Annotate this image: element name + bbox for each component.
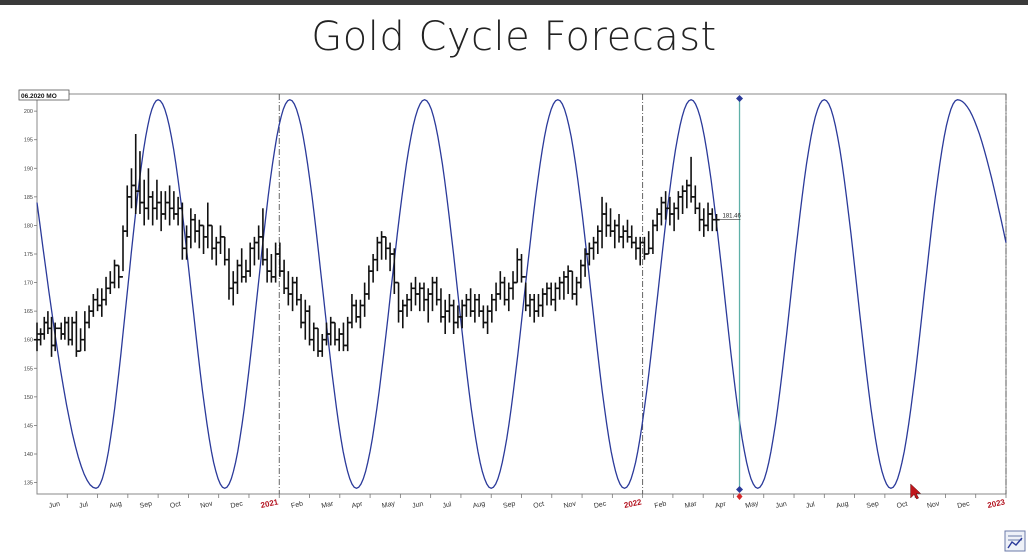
x-tick-label: Sep <box>866 500 880 509</box>
x-tick-label: May <box>745 500 760 510</box>
y-tick-label: 135 <box>24 481 33 487</box>
y-tick-label: 140 <box>24 452 33 458</box>
cycle-series <box>36 98 1007 490</box>
y-tick-label: 175 <box>24 252 33 258</box>
x-tick-label: Aug <box>109 500 123 509</box>
x-tick-label: Nov <box>926 500 940 510</box>
price-bar <box>33 322 41 352</box>
x-tick-label: Jun <box>775 501 788 510</box>
y-tick-label: 165 <box>24 309 33 315</box>
cycle-chart: 135 140 145 150 155 160 165 170 175 180 185 190 195 2… <box>17 88 1010 520</box>
cycle-line <box>36 98 1007 490</box>
y-axis: 135 140 145 150 155 160 165 170 175 180 185 190 195 2… <box>24 109 37 487</box>
y-tick-label: 190 <box>24 166 33 172</box>
chart-widget-icon[interactable] <box>1004 530 1026 552</box>
cursor-bottom-red-marker <box>736 493 743 500</box>
x-tick-label: Sep <box>139 500 153 509</box>
x-tick-label: Oct <box>169 501 181 510</box>
chart-background <box>17 88 1010 520</box>
y-tick-label: 200 <box>24 109 33 115</box>
x-tick-label: 2023 <box>987 497 1007 510</box>
x-tick-label: Jun <box>412 501 425 510</box>
cursor-line[interactable] <box>736 95 744 500</box>
x-tick-label: Oct <box>896 501 908 510</box>
y-tick-label: 160 <box>24 338 33 344</box>
x-tick-label: Nov <box>563 500 577 510</box>
x-tick-label: Feb <box>290 501 303 510</box>
chart-labels: 06.2020 MO 181.46 <box>18 89 922 500</box>
x-tick-label: Mar <box>321 500 335 509</box>
x-tick-label: Jul <box>79 501 90 510</box>
x-tick-label: Oct <box>533 501 545 510</box>
y-tick-label: 170 <box>24 281 33 287</box>
corner-label-box <box>18 89 70 101</box>
x-tick-label: Aug <box>836 500 850 509</box>
x-axis: Jun Jul Aug Sep Oct Nov Dec 2021 Feb Mar Apr May Jun… <box>48 494 1007 510</box>
x-tick-label: Jul <box>442 501 453 510</box>
y-tick-label: 150 <box>24 395 33 401</box>
chart-container: 135 140 145 150 155 160 165 170 175 180 185 190 195 2… <box>17 88 1010 520</box>
x-tick-label: Apr <box>714 501 727 510</box>
cursor-top-marker <box>736 95 744 102</box>
x-tick-label: Dec <box>957 500 971 510</box>
y-tick-label: 195 <box>24 138 33 144</box>
x-tick-label: Sep <box>502 500 516 509</box>
x-tick-label: Jun <box>48 501 61 510</box>
y-tick-label: 180 <box>24 223 33 229</box>
x-tick-label: Nov <box>200 500 214 510</box>
x-tick-label: 2022 <box>623 497 643 510</box>
window-top-bar <box>0 0 1028 5</box>
corner-label: 06.2020 MO <box>21 93 57 100</box>
mouse-pointer-icon <box>910 483 922 500</box>
x-tick-label: Jul <box>805 501 816 510</box>
slide-title: Gold Cycle Forecast <box>311 14 717 60</box>
y-tick-label: 185 <box>24 195 33 201</box>
x-tick-label: 2021 <box>260 497 280 510</box>
y-tick-label: 145 <box>24 423 33 429</box>
x-tick-label: May <box>381 500 396 510</box>
year-dividers <box>278 94 1007 494</box>
x-tick-label: Aug <box>472 500 486 509</box>
x-tick-label: Mar <box>684 500 698 509</box>
x-tick-label: Dec <box>593 500 607 510</box>
x-tick-label: Apr <box>351 501 364 510</box>
price-bar <box>51 322 59 352</box>
x-tick-label: Dec <box>230 500 244 510</box>
cursor-bottom-marker <box>736 486 744 493</box>
last-price-label: 181.46 <box>723 214 742 220</box>
price-series <box>33 134 720 357</box>
x-tick-label: Feb <box>654 501 667 510</box>
y-tick-label: 155 <box>24 366 33 372</box>
